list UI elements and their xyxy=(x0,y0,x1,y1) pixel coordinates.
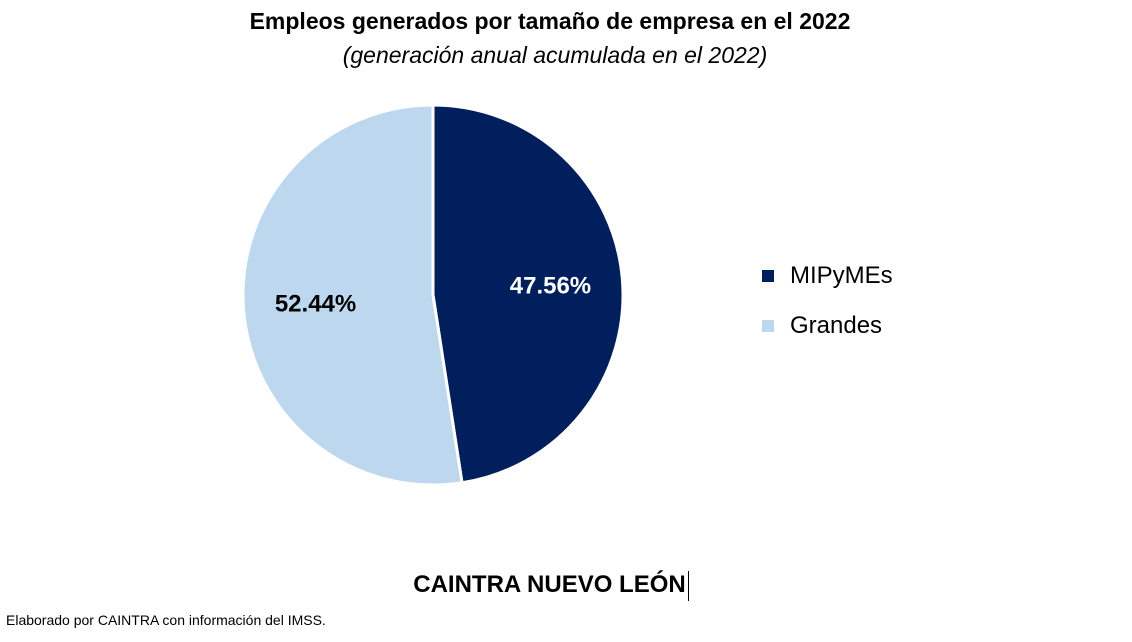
legend-label-grandes: Grandes xyxy=(790,312,883,339)
chart-legend: MIPyMEs Grandes xyxy=(762,258,893,358)
footer-brand: CAINTRA NUEVO LEÓN xyxy=(0,568,1102,602)
pie-slice-grandes xyxy=(241,103,464,487)
legend-item-mipymes: MIPyMEs xyxy=(762,258,893,294)
data-label-mipymes: 47.56% xyxy=(510,272,591,299)
footer-brand-text: CAINTRA NUEVO LEÓN xyxy=(413,571,686,598)
chart-subtitle: (generación anual acumulada en el 2022) xyxy=(342,42,768,68)
data-label-grandes: 52.44% xyxy=(275,291,356,318)
text-caret xyxy=(687,570,689,601)
legend-item-grandes: Grandes xyxy=(762,308,893,344)
pie-slice-mipymes xyxy=(431,103,625,485)
source-note: Elaborado por CAINTRA con información de… xyxy=(6,612,326,628)
chart-title: Empleos generados por tamaño de empresa … xyxy=(249,8,851,34)
legend-swatch-grandes xyxy=(762,320,774,332)
legend-label-mipymes: MIPyMEs xyxy=(790,262,893,289)
legend-swatch-mipymes xyxy=(762,270,774,282)
